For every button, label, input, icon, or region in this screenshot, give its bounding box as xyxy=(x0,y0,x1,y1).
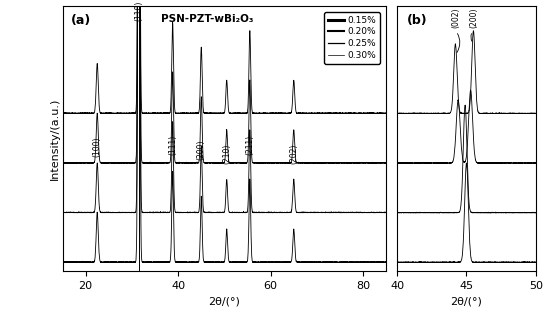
Text: (200): (200) xyxy=(469,7,478,28)
Text: (211): (211) xyxy=(245,135,255,155)
Text: (002): (002) xyxy=(451,7,460,28)
Y-axis label: Intensity/(a.u.): Intensity/(a.u.) xyxy=(50,98,60,180)
Text: (210): (210) xyxy=(222,143,231,164)
Text: PSN-PZT-wBi₂O₃: PSN-PZT-wBi₂O₃ xyxy=(161,14,254,24)
X-axis label: 2θ/(°): 2θ/(°) xyxy=(208,296,240,306)
Text: (110): (110) xyxy=(134,1,144,21)
Legend: 0.15%, 0.20%, 0.25%, 0.30%: 0.15%, 0.20%, 0.25%, 0.30% xyxy=(324,12,380,63)
Text: (a): (a) xyxy=(71,14,91,27)
Text: (202): (202) xyxy=(289,143,298,164)
Text: (100): (100) xyxy=(92,136,102,157)
Text: (200): (200) xyxy=(197,140,206,160)
Text: (111): (111) xyxy=(168,135,177,155)
X-axis label: 2θ/(°): 2θ/(°) xyxy=(450,296,483,306)
Text: (b): (b) xyxy=(407,14,428,27)
